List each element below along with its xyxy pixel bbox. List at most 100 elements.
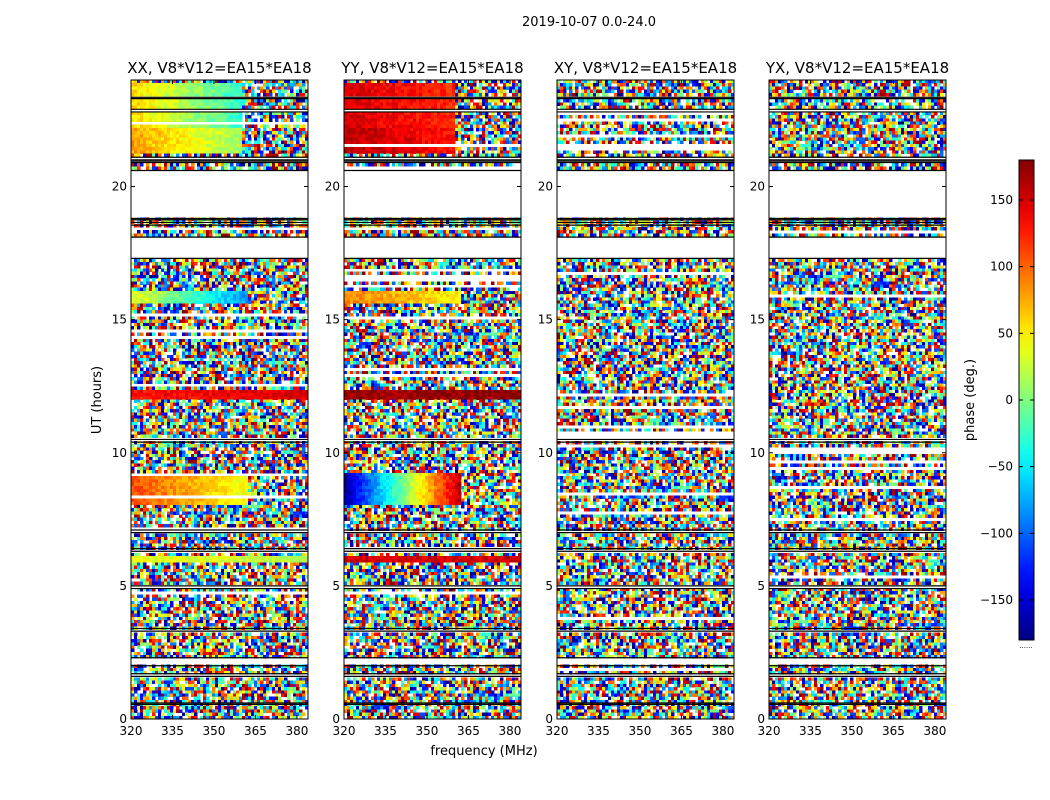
heatmap-cell (290, 463, 294, 467)
heatmap-cell (242, 341, 246, 346)
heatmap-cell (188, 466, 192, 471)
heatmap-cell (179, 389, 183, 394)
heatmap-cell (140, 444, 144, 448)
heatmap-cell (176, 262, 180, 266)
heatmap-cell (140, 140, 144, 145)
heatmap-cell (191, 386, 195, 391)
heatmap-cell (266, 147, 270, 151)
heatmap-cell (167, 399, 171, 403)
heatmap-cell (200, 421, 204, 426)
heatmap-cell (131, 290, 135, 295)
heatmap-cell (185, 143, 189, 148)
heatmap-cell (215, 102, 219, 106)
heatmap-cell (173, 396, 177, 400)
heatmap-cell (257, 326, 261, 330)
heatmap-cell (299, 393, 303, 397)
heatmap-cell (155, 99, 159, 103)
heatmap-cell (266, 361, 270, 365)
heatmap-cell (155, 265, 159, 269)
heatmap-cell (215, 322, 219, 327)
heatmap-cell (242, 262, 246, 266)
heatmap-cell (296, 137, 300, 141)
heatmap-cell (227, 373, 231, 378)
heatmap-cell (188, 262, 192, 266)
heatmap-cell (206, 217, 210, 221)
heatmap-cell (182, 469, 186, 474)
heatmap-cell (227, 444, 231, 448)
heatmap-cell (170, 488, 174, 493)
heatmap-cell (140, 482, 144, 487)
heatmap-cell (203, 402, 207, 407)
heatmap-cell (134, 233, 138, 237)
heatmap-cell (140, 434, 144, 439)
heatmap-cell (215, 444, 219, 448)
heatmap-cell (161, 316, 165, 320)
heatmap-cell (227, 300, 231, 304)
heatmap-cell (293, 386, 297, 391)
heatmap-cell (167, 274, 171, 279)
heatmap-cell (137, 271, 141, 276)
heatmap-cell (188, 460, 192, 464)
heatmap-cell (149, 326, 153, 330)
heatmap-cell (215, 268, 219, 272)
heatmap-cell (194, 399, 198, 403)
heatmap-cell (155, 498, 159, 503)
heatmap-cell (305, 441, 309, 445)
heatmap-cell (137, 233, 141, 237)
heatmap-cell (305, 134, 309, 138)
heatmap-cell (296, 99, 300, 103)
heatmap-cell (176, 476, 180, 480)
heatmap-cell (191, 300, 195, 304)
heatmap-cell (185, 476, 189, 480)
heatmap-cell (161, 367, 165, 372)
heatmap-cell (134, 137, 138, 141)
heatmap-cell (245, 492, 249, 496)
heatmap-cell (179, 485, 183, 490)
heatmap-cell (281, 466, 285, 471)
heatmap-cell (287, 428, 291, 432)
heatmap-cell (278, 80, 282, 84)
heatmap-cell (242, 105, 246, 110)
heatmap-cell (221, 457, 225, 461)
heatmap-cell (155, 92, 159, 97)
heatmap-cell (164, 147, 168, 151)
heatmap-cell (188, 415, 192, 419)
heatmap-cell (161, 137, 165, 141)
heatmap-cell (137, 415, 141, 419)
heatmap-cell (197, 421, 201, 426)
heatmap-cell (233, 444, 237, 448)
heatmap-cell (299, 476, 303, 480)
heatmap-cell (227, 396, 231, 400)
heatmap-cell (260, 297, 264, 301)
heatmap-cell (260, 300, 264, 304)
heatmap-cell (173, 418, 177, 423)
heatmap-cell (185, 284, 189, 288)
heatmap-cell (239, 396, 243, 400)
heatmap-cell (194, 393, 198, 397)
heatmap-cell (212, 271, 216, 276)
heatmap-cell (227, 386, 231, 391)
heatmap-cell (254, 297, 258, 301)
heatmap-cell (248, 274, 252, 279)
heatmap-cell (158, 290, 162, 295)
heatmap-cell (242, 89, 246, 94)
heatmap-cell (242, 389, 246, 394)
heatmap-cell (248, 102, 252, 106)
heatmap-cell (173, 357, 177, 362)
heatmap-cell (242, 258, 246, 263)
heatmap-cell (158, 131, 162, 135)
heatmap-cell (206, 262, 210, 266)
heatmap-cell (293, 137, 297, 141)
heatmap-cell (188, 326, 192, 330)
heatmap-cell (302, 466, 306, 471)
heatmap-cell (191, 412, 195, 416)
heatmap-cell (182, 118, 186, 122)
heatmap-cell (302, 284, 306, 288)
heatmap-cell (161, 262, 165, 266)
heatmap-cell (269, 127, 273, 132)
heatmap-cell (221, 444, 225, 448)
heatmap-cell (293, 297, 297, 301)
heatmap-cell (188, 332, 192, 336)
heatmap-cell (155, 405, 159, 410)
heatmap-cell (194, 124, 198, 129)
